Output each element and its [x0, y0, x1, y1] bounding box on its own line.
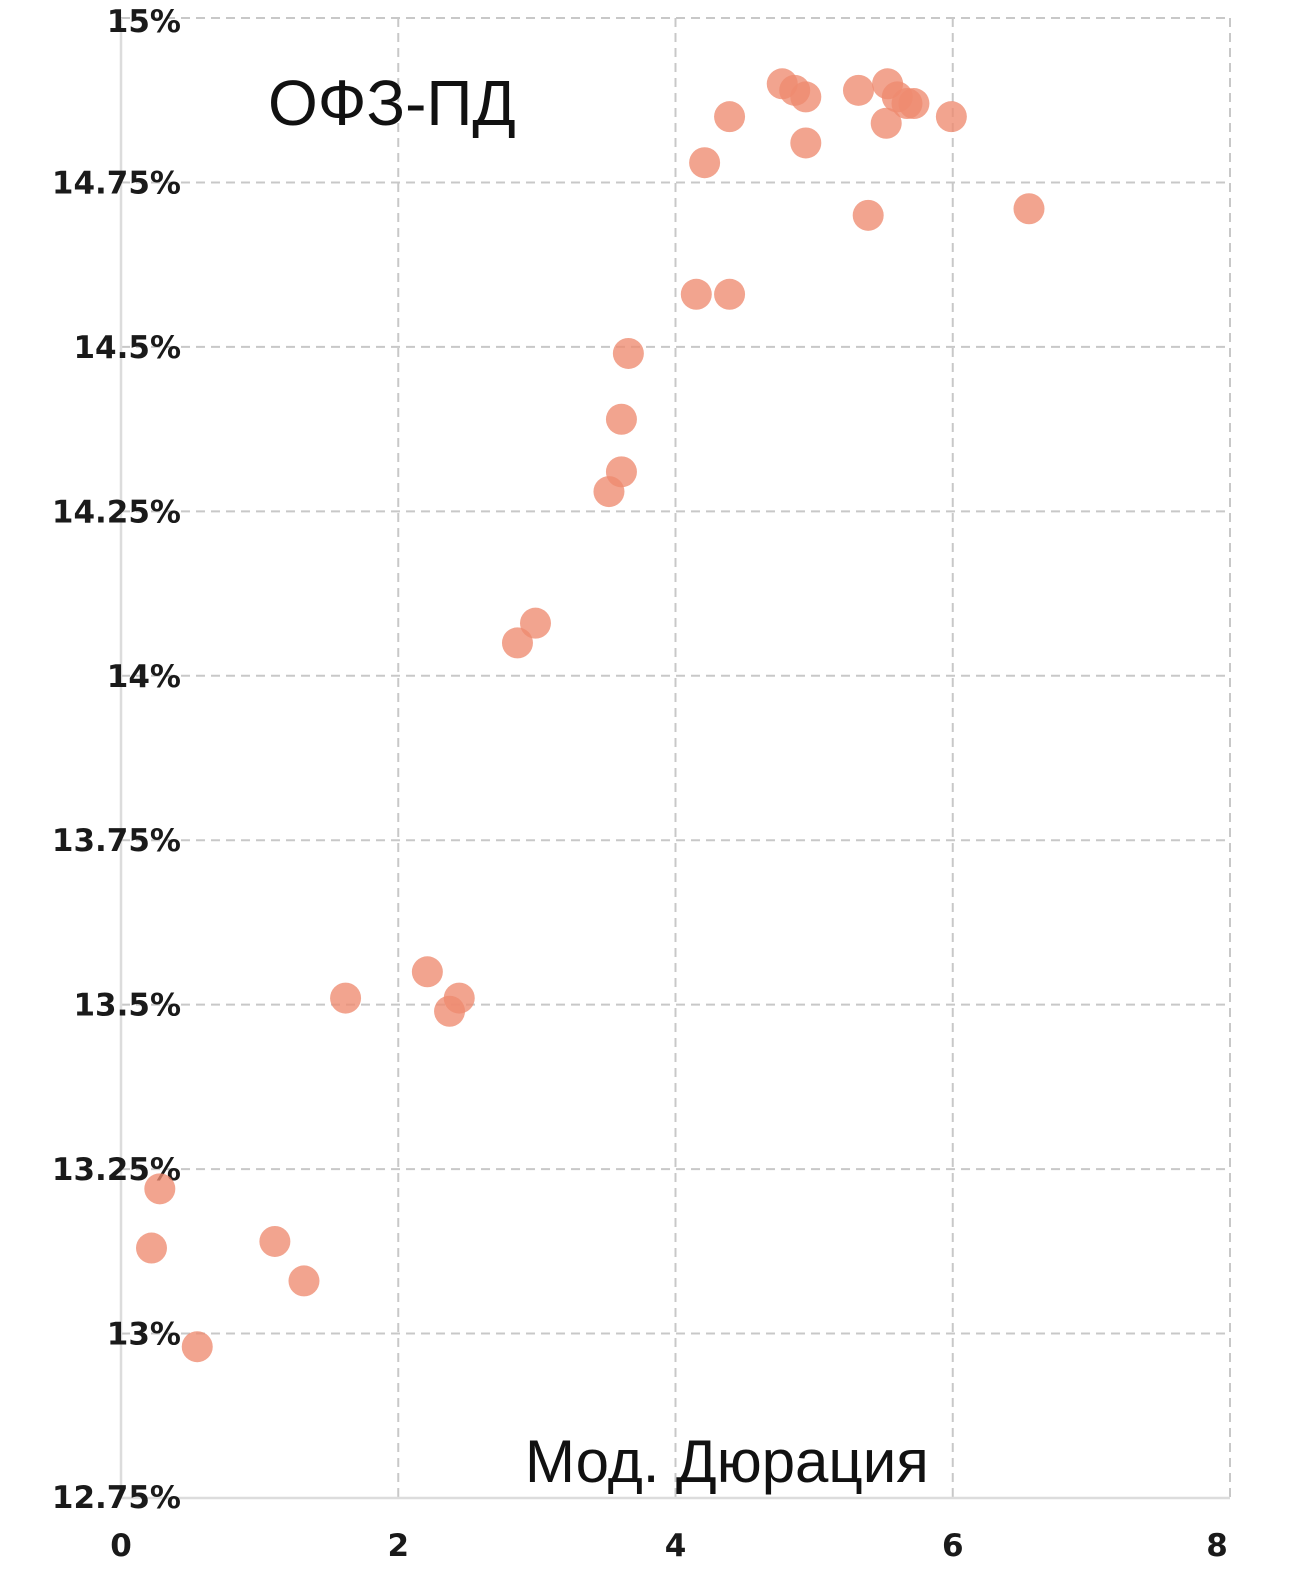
data-point	[612, 337, 644, 369]
data-point	[935, 101, 967, 133]
grid	[121, 17, 1231, 1498]
y-tick-label: 14%	[107, 659, 181, 695]
data-point	[790, 81, 822, 113]
data-point	[135, 1232, 167, 1264]
data-point	[790, 127, 822, 159]
x-tick-label: 2	[387, 1528, 409, 1564]
data-point	[898, 88, 930, 120]
x-tick-label: 6	[942, 1528, 964, 1564]
y-tick-label: 14.25%	[52, 494, 181, 530]
data-point	[714, 278, 746, 310]
y-tick-label: 13%	[107, 1317, 181, 1353]
chart-title: ОФЗ-ПД	[268, 67, 516, 139]
data-point	[605, 403, 637, 435]
x-tick-label: 4	[665, 1528, 687, 1564]
data-point	[714, 101, 746, 133]
axes	[119, 18, 1230, 1500]
y-tick-label: 13.5%	[73, 988, 181, 1024]
data-point	[443, 982, 475, 1014]
data-point	[519, 607, 551, 639]
x-axis-title: Мод. Дюрация	[525, 1428, 929, 1495]
data-point	[680, 278, 712, 310]
x-tick-label: 0	[110, 1528, 132, 1564]
y-tick-label: 15%	[107, 4, 181, 40]
y-tick-label: 13.75%	[52, 823, 181, 859]
data-point	[689, 147, 721, 179]
x-tick-label: 8	[1206, 1528, 1228, 1564]
data-point	[181, 1331, 213, 1363]
data-point	[842, 74, 874, 106]
data-point	[330, 982, 362, 1014]
y-tick-label: 14.75%	[52, 165, 181, 201]
data-points	[135, 68, 1045, 1363]
data-point	[288, 1265, 320, 1297]
data-point	[870, 107, 902, 139]
y-tick-label: 14.5%	[73, 330, 181, 366]
data-point	[852, 199, 884, 231]
y-tick-label: 12.75%	[52, 1480, 181, 1516]
data-point	[605, 456, 637, 488]
data-point	[501, 627, 533, 659]
data-point	[259, 1225, 291, 1257]
tick-labels: 12.75%13%13.25%13.5%13.75%14%14.25%14.5%…	[52, 4, 1228, 1564]
data-point	[144, 1173, 176, 1205]
data-point	[1013, 193, 1045, 225]
data-point	[411, 956, 443, 988]
